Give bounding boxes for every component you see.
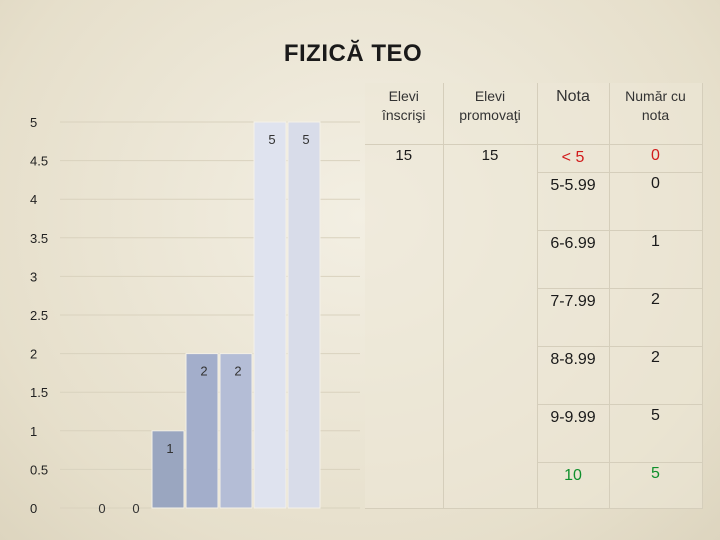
grades-table: Elevi înscrişi Elevi promovaţi Nota Numă…	[365, 83, 703, 509]
table-row: 15 15 < 5 0	[365, 144, 703, 509]
y-tick-label: 4	[30, 192, 37, 207]
bar-value-label: 0	[132, 501, 139, 516]
bar-value-label: 5	[302, 132, 309, 147]
y-tick-label: 0.5	[30, 462, 48, 477]
enrolled-value: 15	[365, 144, 444, 509]
y-tick-label: 0	[30, 501, 37, 516]
bar	[287, 121, 321, 509]
bar	[253, 121, 287, 509]
y-tick-label: 1	[30, 424, 37, 439]
count-cell: 2	[609, 288, 703, 347]
bar	[151, 430, 185, 509]
table-row: 10 5	[365, 462, 703, 509]
table-row: 7-7.99 2	[365, 288, 703, 347]
table-row: 9-9.99 5	[365, 404, 703, 463]
grade-cell: 8-8.99	[537, 346, 610, 405]
table-row: 6-6.99 1	[365, 230, 703, 289]
header-enrolled: Elevi înscrişi	[365, 83, 444, 145]
grade-cell: 9-9.99	[537, 404, 610, 463]
count-cell: 0	[609, 172, 703, 231]
header-promoted: Elevi promovaţi	[443, 83, 538, 145]
count-cell: 5	[609, 462, 703, 509]
y-tick-label: 3.5	[30, 231, 48, 246]
promoted-value: 15	[443, 144, 538, 509]
grade-cell: < 5	[537, 144, 610, 173]
bar-value-label: 1	[166, 441, 173, 456]
count-cell: 2	[609, 346, 703, 405]
table-row: 5-5.99 0	[365, 172, 703, 231]
y-tick-label: 4.5	[30, 154, 48, 169]
count-cell: 0	[609, 144, 703, 173]
grade-cell: 10	[537, 462, 610, 509]
bar	[219, 353, 253, 509]
grade-cell: 7-7.99	[537, 288, 610, 347]
y-tick-label: 1.5	[30, 385, 48, 400]
bar-value-label: 0	[98, 501, 105, 516]
y-tick-label: 3	[30, 269, 37, 284]
count-cell: 1	[609, 230, 703, 289]
y-tick-label: 2	[30, 347, 37, 362]
table-row: 8-8.99 2	[365, 346, 703, 405]
slide-title: FIZICĂ TEO	[283, 40, 423, 67]
bar-value-label: 2	[200, 364, 207, 379]
grade-cell: 5-5.99	[537, 172, 610, 231]
y-tick-label: 5	[30, 115, 37, 130]
grade-cell: 6-6.99	[537, 230, 610, 289]
y-tick-label: 2.5	[30, 308, 48, 323]
count-cell: 5	[609, 404, 703, 463]
header-grade: Nota	[537, 83, 610, 145]
bar-value-label: 5	[268, 132, 275, 147]
bar-value-label: 2	[234, 364, 241, 379]
header-count: Număr cu nota	[609, 83, 703, 145]
bar	[185, 353, 219, 509]
